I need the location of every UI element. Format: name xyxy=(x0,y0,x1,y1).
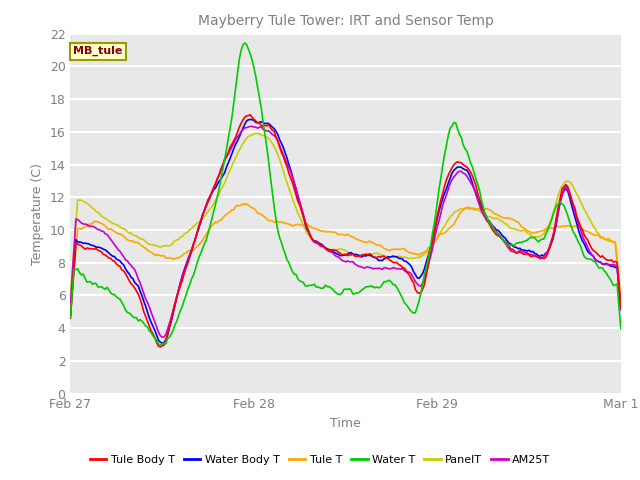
Y-axis label: Temperature (C): Temperature (C) xyxy=(31,163,44,264)
Text: MB_tule: MB_tule xyxy=(73,46,122,57)
Legend: Tule Body T, Water Body T, Tule T, Water T, PanelT, AM25T: Tule Body T, Water Body T, Tule T, Water… xyxy=(85,451,555,469)
Title: Mayberry Tule Tower: IRT and Sensor Temp: Mayberry Tule Tower: IRT and Sensor Temp xyxy=(198,14,493,28)
X-axis label: Time: Time xyxy=(330,417,361,430)
